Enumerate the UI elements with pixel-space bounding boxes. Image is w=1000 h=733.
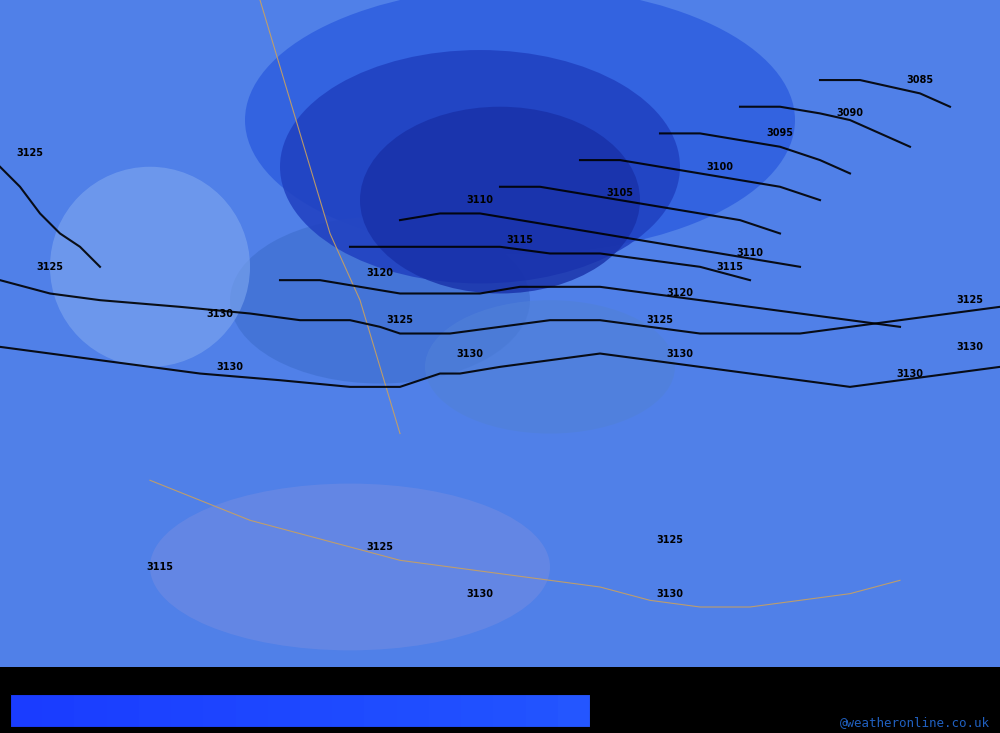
Text: 3125: 3125 xyxy=(16,148,44,158)
Text: 3130: 3130 xyxy=(666,348,694,358)
Text: 3125: 3125 xyxy=(956,295,984,305)
Text: 3125: 3125 xyxy=(386,315,414,325)
Text: 3130: 3130 xyxy=(956,342,984,352)
Ellipse shape xyxy=(280,50,680,284)
Text: Height/Temp. 10 hPa [gdmp][°C] NAM: Height/Temp. 10 hPa [gdmp][°C] NAM xyxy=(10,681,320,696)
Text: Th 26-09-2024 00:00 UTC (00+24): Th 26-09-2024 00:00 UTC (00+24) xyxy=(707,681,990,696)
Text: 3125: 3125 xyxy=(36,262,64,272)
Text: 3110: 3110 xyxy=(736,248,764,259)
Text: 3130: 3130 xyxy=(216,362,244,372)
Ellipse shape xyxy=(230,217,530,383)
Text: 3130: 3130 xyxy=(207,309,234,319)
Text: 3130: 3130 xyxy=(466,589,494,599)
Text: 3100: 3100 xyxy=(706,162,734,172)
Text: 3105: 3105 xyxy=(606,188,634,199)
Ellipse shape xyxy=(425,301,675,433)
Text: 3090: 3090 xyxy=(836,108,864,119)
Text: 3120: 3120 xyxy=(666,289,694,298)
Text: @weatheronline.co.uk: @weatheronline.co.uk xyxy=(840,717,990,729)
Ellipse shape xyxy=(360,107,640,293)
Text: 3130: 3130 xyxy=(656,589,684,599)
Text: 3125: 3125 xyxy=(646,315,674,325)
Text: 3115: 3115 xyxy=(146,562,174,572)
Text: 3085: 3085 xyxy=(906,75,934,85)
Text: 3120: 3120 xyxy=(366,268,394,279)
Ellipse shape xyxy=(50,167,250,366)
Text: 3125: 3125 xyxy=(366,542,394,552)
Text: 3095: 3095 xyxy=(767,128,794,139)
Ellipse shape xyxy=(245,0,795,254)
Text: 3110: 3110 xyxy=(466,195,494,205)
Text: 3130: 3130 xyxy=(896,369,924,378)
Text: 3115: 3115 xyxy=(507,235,534,245)
Text: 3115: 3115 xyxy=(716,262,744,272)
Ellipse shape xyxy=(150,484,550,650)
Text: 3130: 3130 xyxy=(456,348,484,358)
Text: 3125: 3125 xyxy=(656,535,684,545)
